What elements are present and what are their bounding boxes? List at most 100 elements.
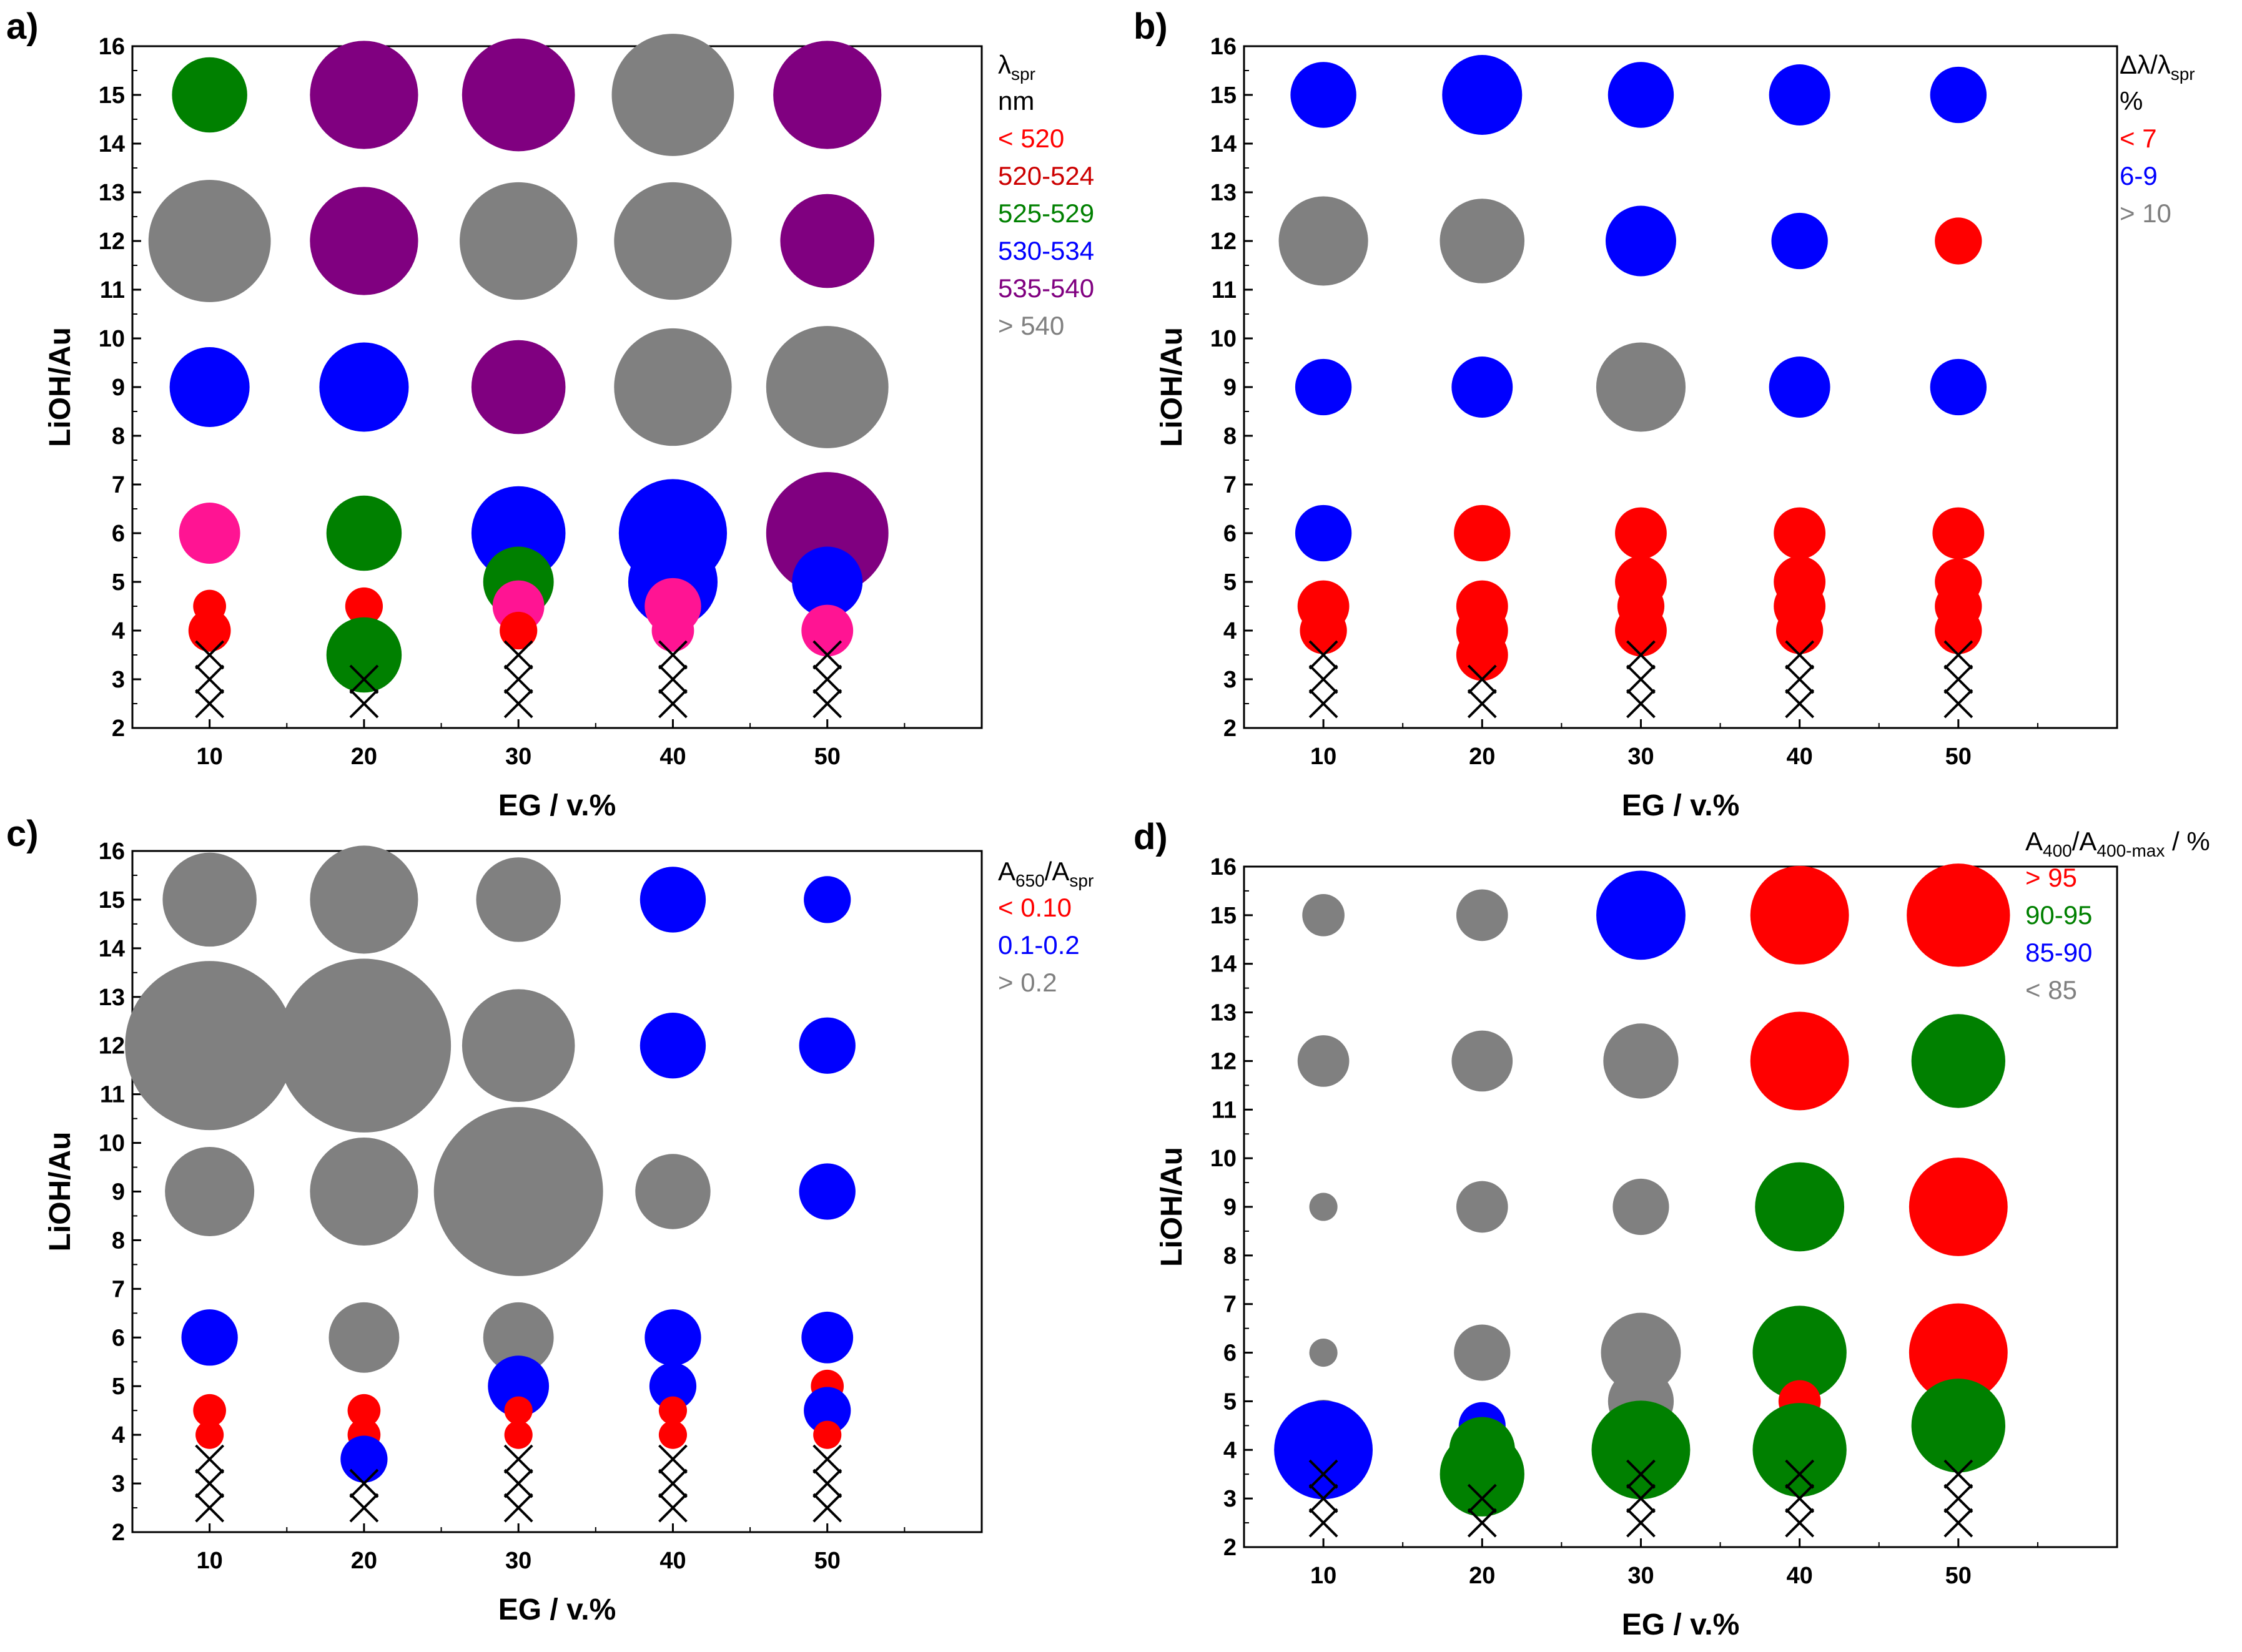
y-tick-label: 13 xyxy=(1210,180,1237,206)
data-points xyxy=(148,34,889,693)
data-point xyxy=(462,989,575,1103)
data-point xyxy=(504,1396,533,1425)
data-point xyxy=(766,326,889,448)
y-tick-label: 3 xyxy=(1223,1486,1237,1512)
data-point xyxy=(326,617,402,693)
cross-marker xyxy=(1626,640,1656,670)
y-tick-label: 10 xyxy=(1210,1146,1237,1172)
data-point xyxy=(651,609,694,652)
cross-marker xyxy=(195,1468,225,1498)
y-tick-label: 5 xyxy=(112,569,125,596)
cross-marker xyxy=(1785,664,1815,694)
data-point xyxy=(1440,1432,1524,1517)
legend: A400/A400-max / % > 95 90-95 85-90 < 85 xyxy=(2025,827,2210,1005)
data-point xyxy=(1456,1181,1508,1233)
data-point xyxy=(1605,205,1676,277)
data-point xyxy=(1911,1379,2005,1473)
y-tick-label: 11 xyxy=(1212,1097,1237,1123)
panel-c: c) 2 3 4 5 6 7 8 9 10 11 12 13 14 15 16 10 20 30 40 50 EG / v… xyxy=(6,814,1094,1626)
y-tick-label: 8 xyxy=(112,423,125,450)
data-point xyxy=(193,1394,226,1427)
cross-marker xyxy=(1308,1508,1338,1538)
legend: Δλ/λspr% < 7 6-9 > 10 xyxy=(2120,50,2195,228)
x-axis-title: EG / v.% xyxy=(498,789,616,822)
data-point xyxy=(804,1387,851,1434)
y-tick-label: 8 xyxy=(1223,1243,1237,1269)
x-tick-label: 10 xyxy=(1310,744,1336,770)
y-tick-label: 11 xyxy=(100,1082,125,1108)
cross-markers xyxy=(1308,1459,1973,1538)
data-point xyxy=(1752,1305,1847,1400)
x-tick-label: 50 xyxy=(1945,744,1972,770)
data-point xyxy=(1440,199,1525,283)
x-axis-title: EG / v.% xyxy=(1622,789,1740,822)
cross-marker xyxy=(503,1493,533,1523)
y-tick-label: 7 xyxy=(1223,472,1237,498)
data-point xyxy=(1769,64,1830,125)
data-point xyxy=(460,182,578,300)
x-tick-label: 30 xyxy=(505,1548,531,1574)
data-point xyxy=(319,342,409,432)
cross-marker xyxy=(1467,689,1497,719)
cross-marker xyxy=(658,689,688,719)
data-point xyxy=(462,38,575,152)
data-point xyxy=(1456,629,1508,681)
data-point xyxy=(1935,217,1982,265)
data-point xyxy=(1755,1162,1845,1252)
legend-entry: 530-534 xyxy=(998,236,1094,265)
x-tick-label: 20 xyxy=(1469,1563,1495,1589)
y-axis-title: LiOH/Au xyxy=(1155,1147,1188,1267)
y-axis-title: LiOH/Au xyxy=(44,327,77,447)
y-tick-label: 6 xyxy=(1223,521,1237,547)
cross-marker xyxy=(1785,640,1815,670)
legend-entry: 6-9 xyxy=(2120,161,2158,190)
x-tick-label: 10 xyxy=(196,744,222,770)
data-point xyxy=(635,1154,711,1229)
data-point xyxy=(1775,607,1824,654)
data-point xyxy=(347,1394,381,1427)
data-point xyxy=(345,587,383,626)
cross-markers xyxy=(1308,640,1973,719)
y-tick-label: 12 xyxy=(1210,229,1237,255)
data-point xyxy=(483,1302,554,1373)
data-point xyxy=(125,961,295,1131)
data-point xyxy=(1456,889,1508,942)
y-tick-label: 14 xyxy=(99,936,125,962)
y-tick-label: 8 xyxy=(112,1227,125,1254)
cross-marker xyxy=(195,1493,225,1523)
data-point xyxy=(310,845,418,954)
data-points xyxy=(1278,54,1987,681)
data-point xyxy=(1615,507,1667,559)
cross-marker xyxy=(503,664,533,694)
data-point xyxy=(1771,212,1828,270)
y-tick-label: 3 xyxy=(1223,667,1237,693)
y-tick-label: 2 xyxy=(1223,1535,1237,1561)
y-tick-label: 5 xyxy=(1223,1389,1237,1415)
legend-entry: > 10 xyxy=(2120,199,2171,228)
cross-marker xyxy=(1626,664,1656,694)
panel-d: d) 2 3 4 5 6 7 8 9 10 11 12 13 14 15 16 10 20 30 40 50 EG / v… xyxy=(1133,817,2210,1641)
y-tick-label: 16 xyxy=(99,838,125,865)
data-point xyxy=(1295,504,1352,562)
data-point xyxy=(1274,1400,1373,1500)
y-axis-title: LiOH/Au xyxy=(44,1132,77,1252)
x-tick-label: 30 xyxy=(1627,744,1654,770)
data-point xyxy=(277,958,452,1133)
cross-marker xyxy=(503,1468,533,1498)
x-tick-label: 40 xyxy=(1786,1563,1812,1589)
legend-unit: % xyxy=(2120,86,2143,116)
cross-marker xyxy=(812,640,842,670)
y-tick-label: 11 xyxy=(1212,277,1237,303)
data-point xyxy=(476,857,561,942)
data-point xyxy=(471,340,566,435)
cross-marker xyxy=(1467,1508,1497,1538)
y-tick-label: 6 xyxy=(1223,1340,1237,1367)
legend-unit: nm xyxy=(998,86,1034,116)
data-point xyxy=(310,41,418,149)
data-point xyxy=(649,1362,697,1410)
data-point xyxy=(801,1311,854,1364)
y-tick-label: 7 xyxy=(112,1276,125,1302)
y-tick-label: 3 xyxy=(112,667,125,693)
cross-marker xyxy=(349,1493,379,1523)
y-tick-label: 2 xyxy=(112,1520,125,1546)
